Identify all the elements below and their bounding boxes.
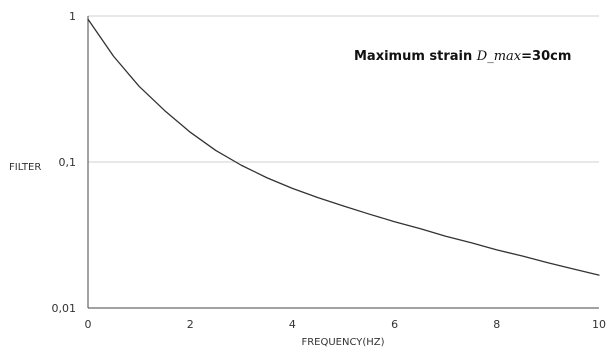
- chart-annotation: Maximum strain D_max=30cm: [354, 49, 571, 64]
- y-axis-title: FILTER: [9, 162, 41, 173]
- series-line-0: [87, 18, 600, 276]
- x-tick-label-3: 6: [391, 318, 398, 331]
- x-tick-label-4: 8: [493, 318, 500, 331]
- x-tick-label-5: 10: [592, 318, 606, 331]
- x-tick-label-2: 4: [289, 318, 296, 331]
- x-tick-label-0: 0: [85, 318, 92, 331]
- gridlines: [88, 15, 599, 163]
- annotation-prefix: Maximum strain: [354, 49, 477, 64]
- x-axis-title: FREQUENCY(HZ): [301, 337, 384, 348]
- y-tick-label-2: 1: [69, 10, 76, 23]
- annotation-symbol: D_max: [476, 49, 522, 64]
- y-tick-label-1: 0,1: [59, 156, 77, 169]
- annotation-suffix: =30cm: [521, 49, 571, 64]
- ticks: 0,010,110 2 4 6 8 10: [52, 10, 607, 331]
- y-tick-label-0: 0,01: [52, 302, 77, 315]
- series: [87, 18, 600, 276]
- axes: [87, 16, 599, 309]
- x-tick-label-1: 2: [187, 318, 194, 331]
